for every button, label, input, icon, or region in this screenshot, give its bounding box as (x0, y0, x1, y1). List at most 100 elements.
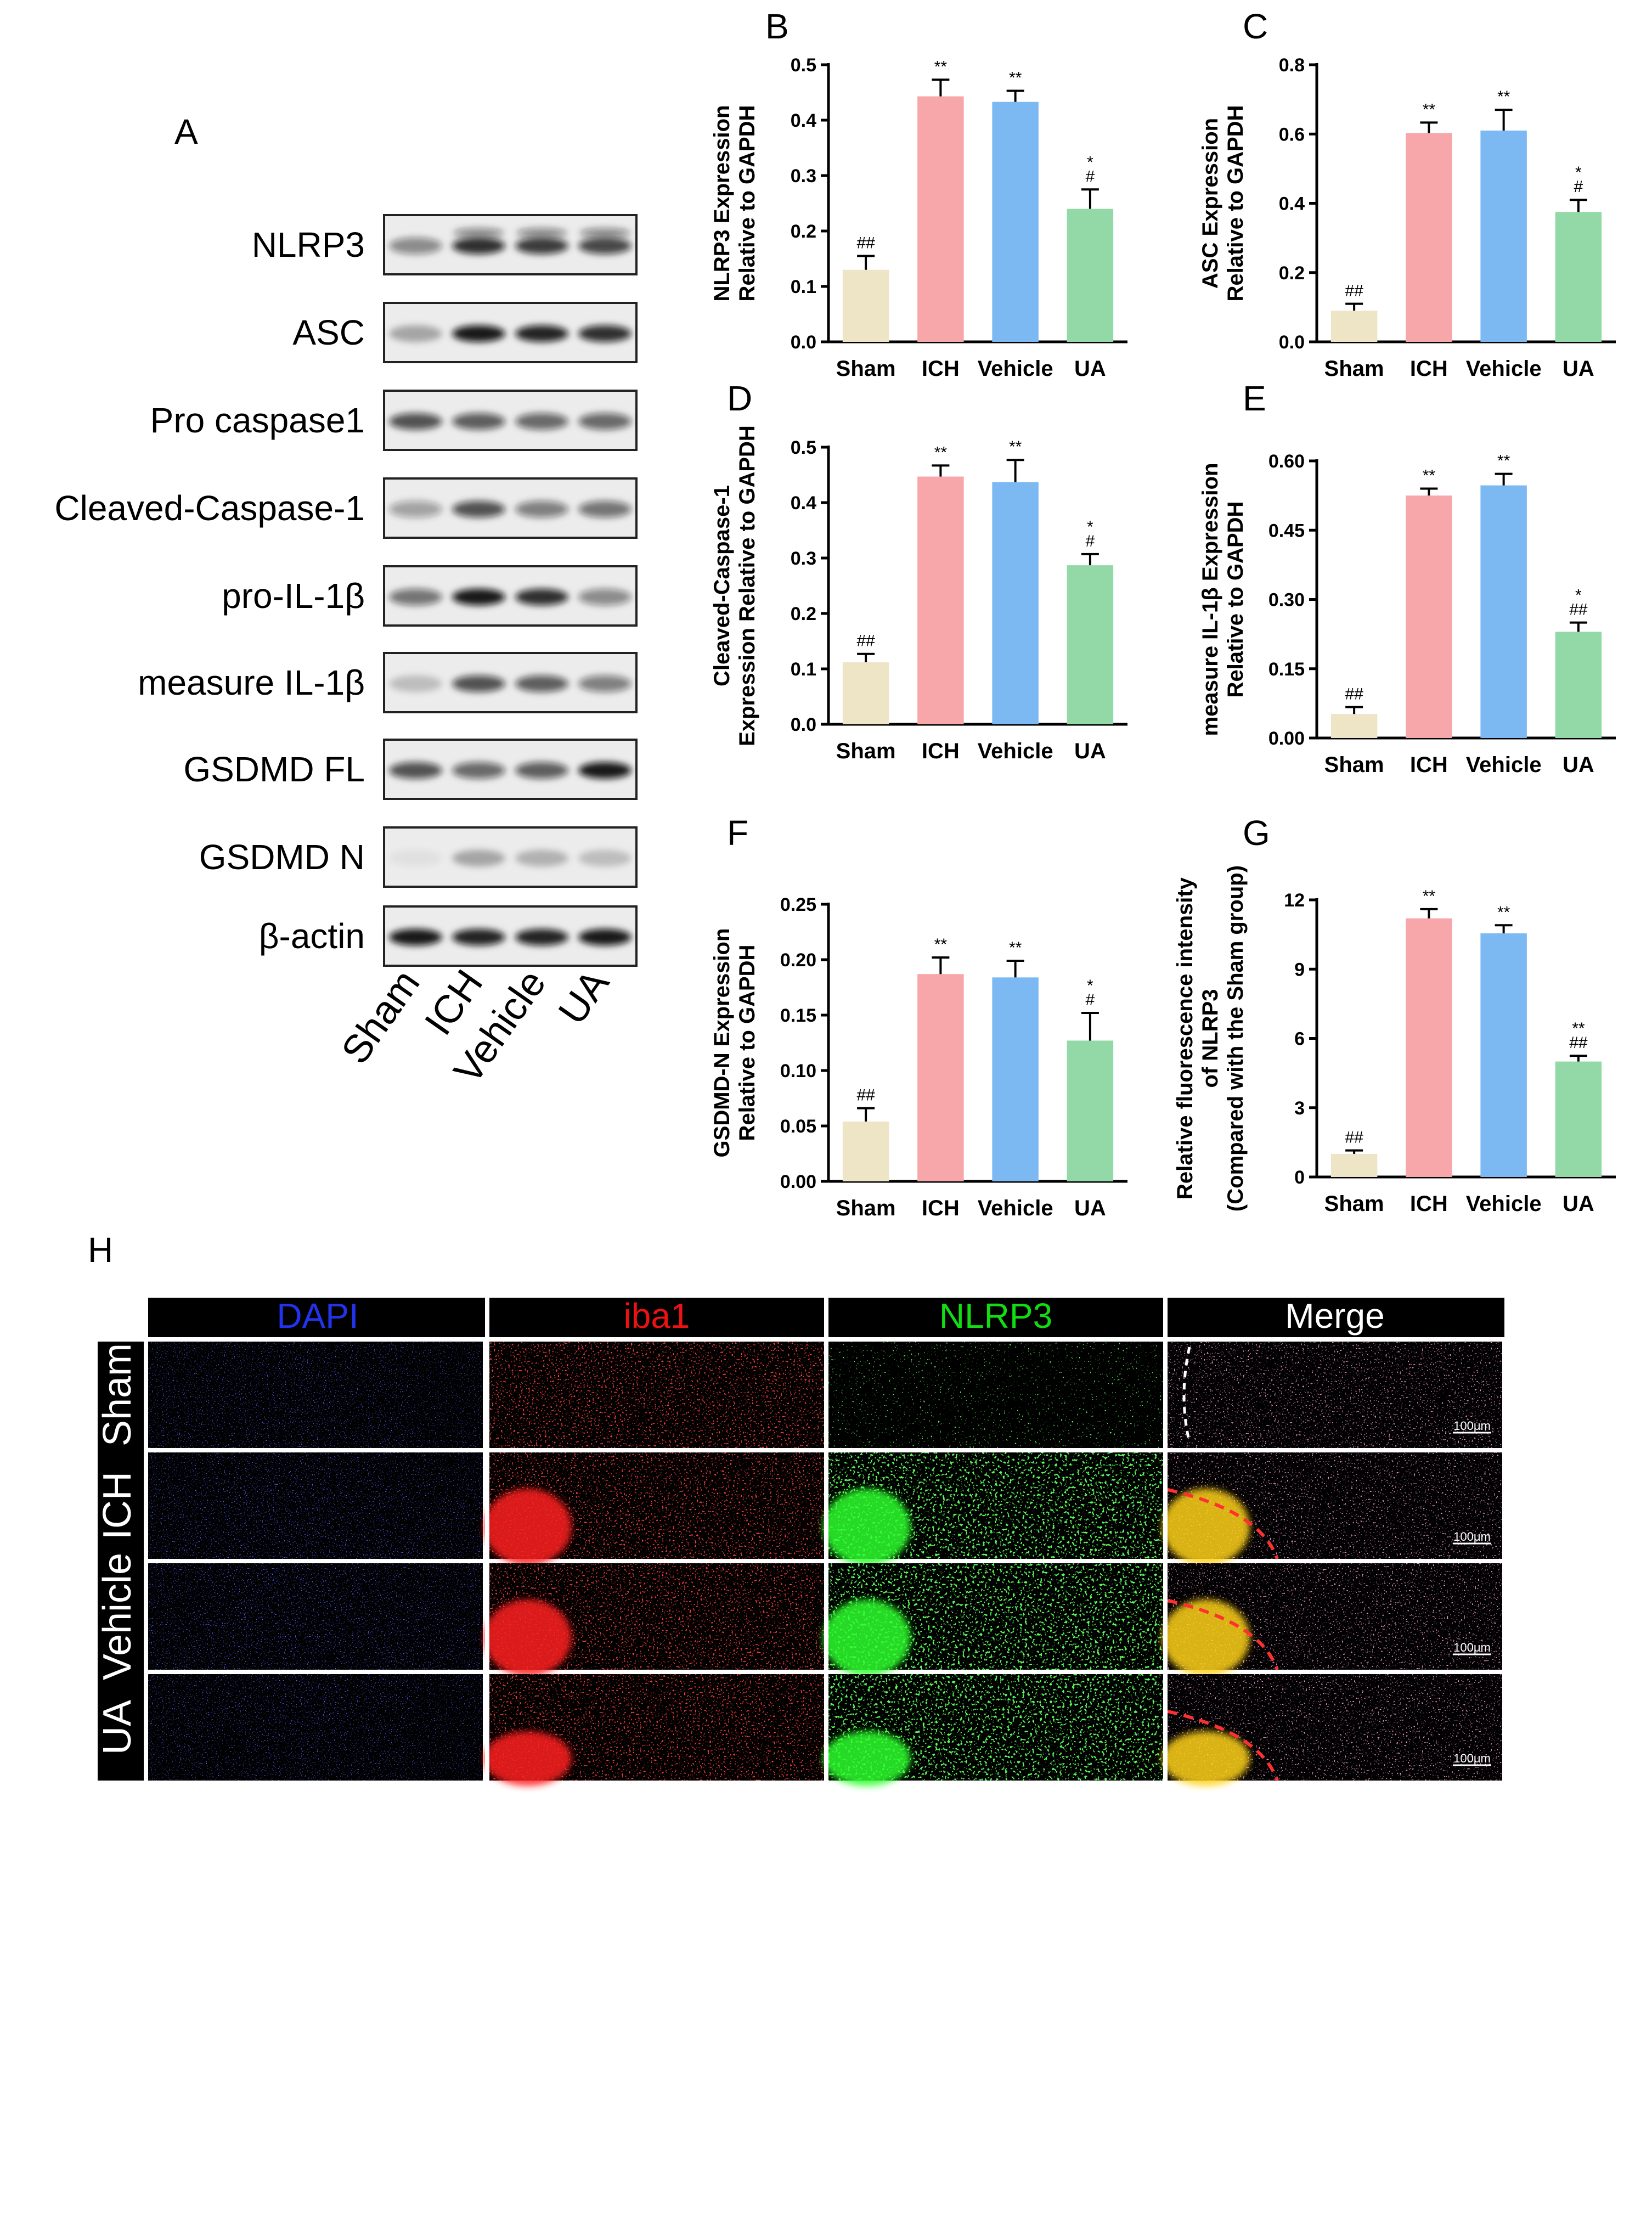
significance-mark: ## (856, 234, 875, 252)
x-category-label: Sham (836, 1196, 896, 1220)
y-tick-label: 0.1 (791, 659, 816, 680)
x-category-label: ICH (1410, 753, 1448, 777)
y-axis-label: (Compared with the Sham group) (1224, 865, 1248, 1212)
significance-mark: # (1086, 991, 1095, 1009)
blot-band-label: ASC (292, 313, 365, 352)
scale-bar-label: 100μm (1453, 1419, 1491, 1433)
blot-band (452, 237, 505, 255)
bar-ich (917, 96, 964, 342)
blot-band (389, 849, 442, 867)
bar-ua (1555, 632, 1602, 738)
blot-band (578, 928, 632, 946)
significance-mark: # (1086, 167, 1095, 185)
y-axis-label: GSDMD-N Expression (710, 928, 734, 1158)
bar-ich (917, 476, 964, 724)
significance-mark: * (1575, 164, 1582, 182)
bar-vehicle (992, 482, 1039, 724)
bar-vehicle (1480, 130, 1527, 342)
column-header-merge: Merge (1285, 1296, 1384, 1336)
significance-mark: # (1086, 532, 1095, 550)
significance-mark: ** (1009, 69, 1022, 87)
bar-sham (842, 269, 889, 342)
bar-ua (1555, 212, 1602, 342)
panel-label-h: H (88, 1230, 113, 1270)
blot-band (452, 675, 505, 692)
lesion-area (823, 1731, 911, 1786)
lesion-area (484, 1488, 572, 1565)
y-tick-label: 0.8 (1279, 55, 1305, 76)
micrograph-signal (148, 1342, 483, 1448)
chart-panel-f: 0.00 0.05 0.10 0.15 0.20 0.25 GSDMD-N Expressi… (710, 894, 1127, 1220)
y-axis-label: measure IL-1β Expression (1198, 463, 1222, 736)
blot-band (578, 500, 632, 518)
blot-band (578, 762, 632, 779)
significance-mark: * (1087, 153, 1093, 171)
significance-mark: ** (934, 443, 948, 461)
y-tick-label: 0.3 (791, 548, 816, 569)
lesion-area (484, 1599, 572, 1676)
x-category-label: ICH (922, 739, 960, 763)
blot-band (578, 849, 632, 867)
x-category-label: ICH (922, 357, 960, 381)
blot-band-label: pro-IL-1β (222, 576, 365, 616)
y-tick-label: 0.3 (791, 166, 816, 187)
significance-mark: ** (934, 936, 948, 954)
y-tick-label: 9 (1294, 959, 1305, 980)
x-category-label: Vehicle (1466, 753, 1542, 777)
significance-mark: ** (1572, 1019, 1585, 1038)
blot-band-label: β-actin (259, 916, 365, 956)
blot-band-upper (516, 228, 567, 238)
blot-band (578, 237, 632, 255)
blot-band (389, 500, 442, 518)
bar-vehicle (1480, 485, 1527, 738)
y-tick-label: 0.05 (780, 1116, 816, 1137)
blot-band (452, 928, 505, 946)
bar-ua (1067, 209, 1114, 342)
bar-ich (1406, 133, 1452, 342)
micrograph-signal (148, 1563, 483, 1670)
x-category-label: UA (1074, 1196, 1106, 1220)
y-tick-label: 0.2 (791, 221, 816, 242)
y-tick-label: 0.10 (780, 1061, 816, 1081)
blot-lane-label: Sham (333, 962, 428, 1072)
lesion-border (1167, 1598, 1279, 1670)
panel-label-f: F (727, 813, 748, 853)
y-tick-label: 0.0 (791, 332, 816, 353)
significance-mark: ** (1009, 939, 1022, 957)
lesion-area (484, 1731, 572, 1786)
y-axis-label: Relative to GAPDH (735, 945, 759, 1141)
y-tick-label: 12 (1284, 890, 1305, 911)
blot-band (578, 325, 632, 342)
blot-band (515, 675, 568, 692)
x-category-label: UA (1563, 753, 1594, 777)
bar-ua (1067, 1040, 1114, 1181)
x-category-label: Vehicle (978, 357, 1053, 381)
y-tick-label: 0.4 (791, 493, 816, 514)
blot-band (452, 413, 505, 430)
y-tick-label: 0 (1294, 1167, 1305, 1188)
significance-mark: ## (1569, 601, 1588, 619)
blot-band (389, 675, 442, 692)
y-tick-label: 0.6 (1279, 124, 1305, 145)
significance-mark: ## (856, 632, 875, 650)
micrograph-signal (148, 1674, 483, 1781)
blot-band-upper (453, 228, 504, 238)
chart-panel-g: 0 3 6 9 12 Relative fluorescence intensity of … (1173, 865, 1616, 1216)
blot-band (515, 413, 568, 430)
row-header-bar (98, 1342, 144, 1781)
x-category-label: UA (1074, 739, 1106, 763)
lesion-area (1162, 1488, 1250, 1565)
scale-bar-label: 100μm (1453, 1641, 1491, 1654)
panel-label-e: E (1243, 379, 1266, 418)
x-category-label: UA (1563, 1192, 1594, 1216)
western-blot: NLRP3 ASC Pro caspase1 Cleaved-Caspase-1 pro… (54, 214, 638, 1091)
blot-band (515, 762, 568, 779)
significance-mark: ** (1497, 903, 1510, 921)
significance-mark: ** (1423, 467, 1436, 485)
significance-mark: # (1574, 178, 1583, 196)
significance-mark: ## (1345, 282, 1363, 300)
y-tick-label: 0.5 (791, 437, 816, 458)
lesion-area (1162, 1731, 1250, 1786)
y-tick-label: 0.25 (780, 894, 816, 915)
significance-mark: ## (856, 1086, 875, 1105)
